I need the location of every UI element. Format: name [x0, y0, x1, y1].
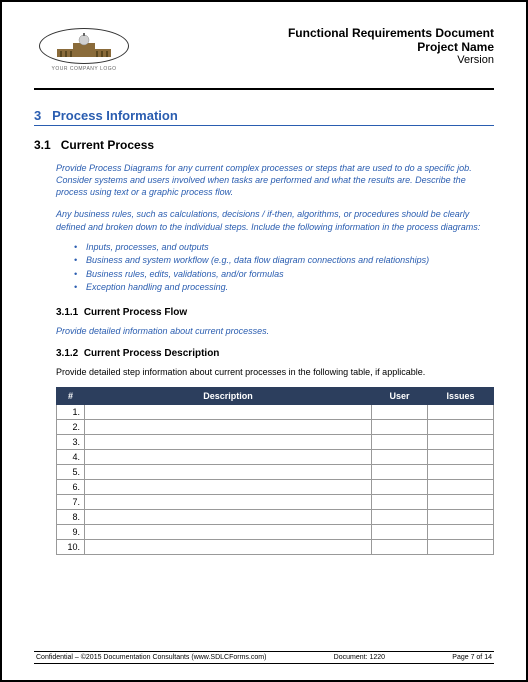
cell-user — [372, 449, 428, 464]
cell-issues — [428, 479, 494, 494]
subsub-number: 3.1.2 — [56, 348, 78, 359]
cell-num: 2. — [57, 419, 85, 434]
subsub-title: Current Process Description — [84, 348, 220, 359]
table-row: 9. — [57, 524, 494, 539]
table-row: 4. — [57, 449, 494, 464]
cell-user — [372, 524, 428, 539]
table-row: 3. — [57, 434, 494, 449]
cell-user — [372, 539, 428, 554]
cell-issues — [428, 494, 494, 509]
table-body: 1.2.3.4.5.6.7.8.9.10. — [57, 404, 494, 554]
body-text-desc: Provide detailed step information about … — [34, 367, 494, 377]
table-row: 1. — [57, 404, 494, 419]
subsection-number: 3.1 — [34, 138, 51, 152]
page-header: YOUR COMPANY LOGO Functional Requirement… — [34, 26, 494, 82]
cell-desc — [85, 524, 372, 539]
subsubsection-heading-flow: 3.1.1 Current Process Flow — [34, 307, 494, 318]
section-number: 3 — [34, 108, 41, 123]
cell-num: 7. — [57, 494, 85, 509]
subsub-number: 3.1.1 — [56, 307, 78, 318]
col-header-user: User — [372, 387, 428, 404]
subsub-title: Current Process Flow — [84, 307, 187, 318]
cell-num: 10. — [57, 539, 85, 554]
section-title: Process Information — [52, 108, 178, 123]
section-heading: 3 Process Information — [34, 108, 494, 126]
cell-user — [372, 404, 428, 419]
cell-num: 6. — [57, 479, 85, 494]
cell-user — [372, 494, 428, 509]
cell-issues — [428, 434, 494, 449]
cell-desc — [85, 539, 372, 554]
cell-issues — [428, 404, 494, 419]
col-header-issues: Issues — [428, 387, 494, 404]
logo-container: YOUR COMPANY LOGO — [34, 26, 134, 74]
cell-user — [372, 434, 428, 449]
cell-desc — [85, 479, 372, 494]
footer-right: Page 7 of 14 — [452, 654, 492, 661]
table-row: 6. — [57, 479, 494, 494]
cell-desc — [85, 509, 372, 524]
subsubsection-heading-desc: 3.1.2 Current Process Description — [34, 348, 494, 359]
subsection-title: Current Process — [61, 138, 154, 152]
header-text-block: Functional Requirements Document Project… — [288, 26, 494, 66]
instruction-bullet-list: Inputs, processes, and outputs Business … — [34, 241, 494, 295]
instruction-para-2: Any business rules, such as calculations… — [34, 208, 494, 232]
cell-desc — [85, 464, 372, 479]
cell-num: 4. — [57, 449, 85, 464]
col-header-num: # — [57, 387, 85, 404]
cell-desc — [85, 404, 372, 419]
cell-user — [372, 419, 428, 434]
cell-num: 1. — [57, 404, 85, 419]
process-table: # Description User Issues 1.2.3.4.5.6.7.… — [56, 387, 494, 555]
cell-desc — [85, 434, 372, 449]
cell-issues — [428, 449, 494, 464]
cell-user — [372, 464, 428, 479]
instruction-para-1: Provide Process Diagrams for any current… — [34, 162, 494, 198]
list-item: Exception handling and processing. — [74, 281, 494, 295]
cell-desc — [85, 449, 372, 464]
cell-num: 9. — [57, 524, 85, 539]
logo-caption: YOUR COMPANY LOGO — [52, 66, 117, 72]
list-item: Business and system workflow (e.g., data… — [74, 254, 494, 268]
table-row: 7. — [57, 494, 494, 509]
project-name: Project Name — [288, 40, 494, 54]
footer-center: Document: 1220 — [334, 654, 385, 661]
company-logo-icon — [39, 28, 129, 64]
table-row: 2. — [57, 419, 494, 434]
col-header-desc: Description — [85, 387, 372, 404]
header-rule — [34, 88, 494, 90]
cell-issues — [428, 509, 494, 524]
doc-title: Functional Requirements Document — [288, 26, 494, 40]
table-row: 10. — [57, 539, 494, 554]
table-header-row: # Description User Issues — [57, 387, 494, 404]
cell-num: 5. — [57, 464, 85, 479]
cell-desc — [85, 419, 372, 434]
subsection-heading: 3.1 Current Process — [34, 138, 494, 152]
cell-user — [372, 509, 428, 524]
page-footer: Confidential – ©2015 Documentation Consu… — [34, 651, 494, 664]
list-item: Inputs, processes, and outputs — [74, 241, 494, 255]
cell-issues — [428, 539, 494, 554]
cell-desc — [85, 494, 372, 509]
cell-num: 8. — [57, 509, 85, 524]
cell-issues — [428, 524, 494, 539]
cell-num: 3. — [57, 434, 85, 449]
list-item: Business rules, edits, validations, and/… — [74, 268, 494, 282]
cell-issues — [428, 419, 494, 434]
instruction-flow: Provide detailed information about curre… — [34, 326, 494, 336]
footer-left: Confidential – ©2015 Documentation Consu… — [36, 654, 266, 661]
table-row: 8. — [57, 509, 494, 524]
table-row: 5. — [57, 464, 494, 479]
cell-user — [372, 479, 428, 494]
document-page: YOUR COMPANY LOGO Functional Requirement… — [2, 2, 526, 595]
cell-issues — [428, 464, 494, 479]
version-label: Version — [288, 54, 494, 66]
